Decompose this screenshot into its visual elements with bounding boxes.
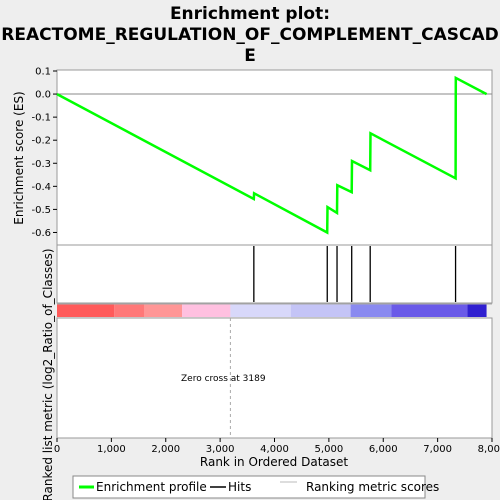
y-axis-label-metric: Ranked list metric (log2_Ratio_of_Classe… [41,248,55,500]
x-tick-label: 8,000 [478,444,500,455]
metric-bar-segment [290,304,351,317]
x-tick-label: 6,000 [369,444,398,455]
x-axis: 0 1,000 2,000 3,000 4,000 5,000 6,000 7,000 8,00… [54,438,500,455]
y-tick-label: 0.1 [35,67,51,78]
zero-cross-annotation: Zero cross at 3189 [181,374,266,384]
y-axis-label-es: Enrichment score (ES) [12,91,26,224]
metric-bar-segment [114,304,144,317]
x-axis-label: Rank in Ordered Dataset [200,455,348,469]
metric-bar-segment [57,304,115,317]
chart-title-line3: E [244,46,256,66]
legend-label-hits: Hits [228,480,251,494]
x-tick-label: 0 [54,444,60,455]
legend-box [72,475,426,499]
metric-bar-segment [467,304,487,317]
x-tick-label: 2,000 [151,444,180,455]
x-tick-label: 5,000 [315,444,344,455]
enrichment-profile-line [56,75,488,235]
x-tick-label: 4,000 [260,444,289,455]
legend: Enrichment profile Hits Ranking metric s… [72,475,439,499]
metric-bar-segment [230,304,291,317]
metric-bar-segment [391,304,468,317]
x-tick-label: 3,000 [206,444,235,455]
y-tick-label: -0.6 [31,228,51,239]
y-tick-label: 0.0 [35,90,51,101]
metric-bar-segment [144,304,183,317]
x-tick-label: 7,000 [423,444,452,455]
chart-title-line1: Enrichment plot: [170,4,330,24]
metric-bar-segment [350,304,392,317]
hits-panel [56,244,493,304]
hits-group [253,246,457,302]
ranking-metric-bar [57,303,492,317]
y-tick-label: -0.2 [31,136,51,147]
y-tick-label: -0.4 [31,182,51,193]
y-axis: 0.1 0.0 -0.1 -0.2 -0.3 -0.4 -0.5 -0.6 [31,67,57,239]
legend-label-enrichment: Enrichment profile [96,480,207,494]
y-tick-label: -0.1 [31,113,51,124]
x-tick-label: 1,000 [97,444,126,455]
es-plot-area [56,69,493,246]
legend-label-ranking: Ranking metric scores [306,480,439,494]
y-tick-label: -0.5 [31,205,51,216]
metric-bar-segment [182,304,231,317]
chart-title-line2: REACTOME_REGULATION_OF_COMPLEMENT_CASCAD [1,25,498,45]
y-tick-label: -0.3 [31,159,51,170]
metric-plot-area [56,317,493,439]
